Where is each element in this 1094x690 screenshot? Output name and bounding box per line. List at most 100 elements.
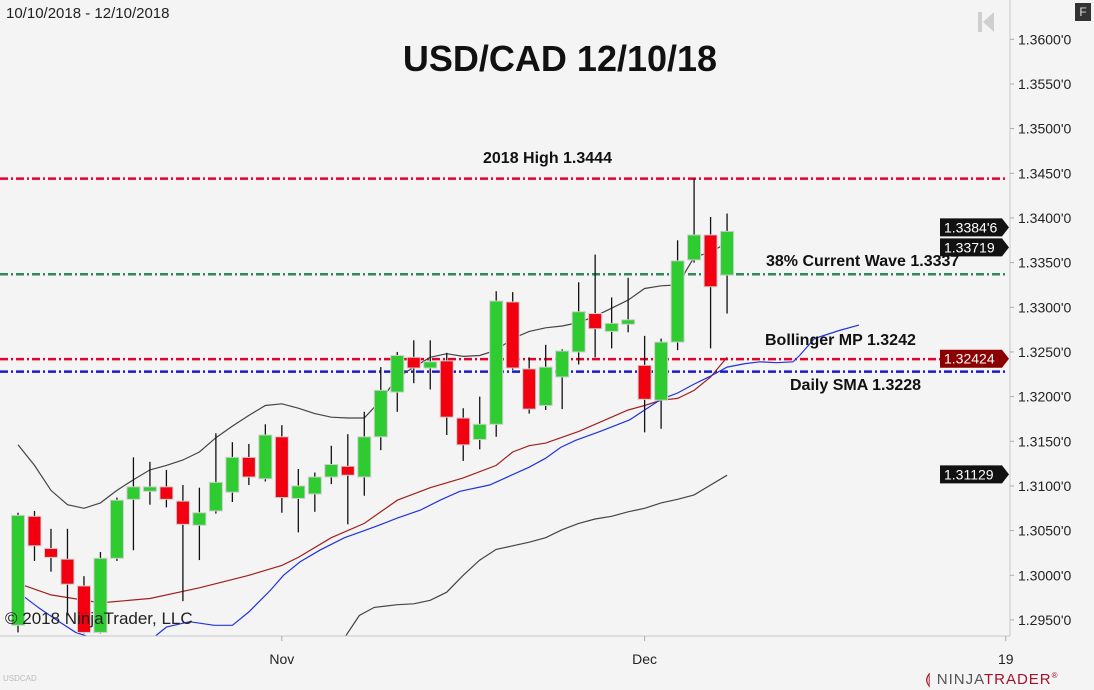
- candle: [687, 178, 702, 263]
- y-tick-label: 1.3600'0: [1018, 31, 1071, 47]
- middle-line: [17, 356, 728, 604]
- candle-body: [43, 547, 58, 558]
- candle-body: [423, 361, 438, 369]
- candle-body: [670, 260, 685, 343]
- candle-body: [76, 585, 91, 633]
- candle: [43, 528, 58, 572]
- candle: [27, 510, 42, 561]
- price-tag: 1.32424: [940, 349, 1009, 368]
- y-tick-label: 1.3550'0: [1018, 76, 1071, 92]
- price-tag-bg: [940, 465, 1009, 484]
- candle-body: [307, 476, 322, 495]
- candle-body: [324, 463, 339, 478]
- candle: [670, 240, 685, 351]
- candle: [654, 338, 669, 429]
- candle: [489, 291, 504, 437]
- candle-body: [192, 512, 207, 526]
- y-tick-label: 1.3250'0: [1018, 344, 1071, 360]
- candle-body: [142, 486, 157, 492]
- candle: [406, 340, 421, 384]
- candle-body: [291, 485, 306, 499]
- candle-body: [703, 234, 718, 288]
- candle-body: [60, 558, 75, 585]
- price-tag: 1.33719: [940, 238, 1009, 257]
- candle: [241, 443, 256, 486]
- y-tick-label: 1.3150'0: [1018, 433, 1071, 449]
- candle-body: [406, 356, 421, 369]
- y-tick-label: 1.3300'0: [1018, 299, 1071, 315]
- skip-to-start-icon[interactable]: [977, 10, 995, 34]
- x-tick-label: Dec: [632, 651, 657, 667]
- price-tag-bg: [940, 238, 1009, 257]
- candle-body: [225, 456, 240, 493]
- annotation-bollinger-mp: Bollinger MP 1.3242: [765, 332, 916, 349]
- candle-body: [604, 322, 619, 332]
- candle: [175, 485, 190, 602]
- candle: [60, 528, 75, 616]
- candle-body: [390, 355, 405, 393]
- candle: [637, 335, 652, 433]
- annotation-current-wave: 38% Current Wave 1.3337: [766, 253, 960, 270]
- date-range: 10/10/2018 - 12/10/2018: [6, 5, 170, 22]
- candle: [274, 425, 289, 513]
- y-tick-label: 1.3450'0: [1018, 165, 1071, 181]
- candle: [555, 349, 570, 410]
- candle-body: [538, 366, 553, 407]
- upper-line: [17, 242, 728, 509]
- candle-body: [258, 434, 273, 480]
- candle: [522, 357, 537, 414]
- candle: [208, 433, 223, 514]
- candle-body: [93, 557, 108, 633]
- candle: [423, 340, 438, 390]
- candle: [505, 292, 520, 370]
- annotation-2018-high: 2018 High 1.3444: [483, 150, 612, 167]
- candle-body: [637, 364, 652, 400]
- candle-body: [357, 436, 372, 478]
- chart-title: USD/CAD 12/10/18: [402, 38, 718, 79]
- candle-body: [175, 500, 190, 525]
- candle-body: [588, 313, 603, 330]
- candle: [340, 434, 355, 525]
- candle: [357, 411, 372, 496]
- y-tick-label: 1.3350'0: [1018, 255, 1071, 271]
- ninjatrader-logo: ⟬ NINJATRADER®: [925, 671, 1059, 688]
- y-tick-label: 1.3400'0: [1018, 210, 1071, 226]
- candle: [588, 254, 603, 358]
- symbol-label: USDCAD: [3, 674, 37, 683]
- candle: [225, 442, 240, 503]
- blue-line: [17, 324, 860, 636]
- candle-body: [456, 417, 471, 446]
- candle: [159, 469, 174, 508]
- candle: [604, 297, 619, 349]
- y-tick-label: 1.2950'0: [1018, 612, 1071, 628]
- candle: [456, 408, 471, 461]
- candle-body: [241, 456, 256, 478]
- price-tag: 1.31129: [940, 465, 1009, 484]
- f-button[interactable]: F: [1075, 3, 1091, 21]
- candle-body: [109, 499, 124, 559]
- candle-body: [571, 311, 586, 353]
- candle: [439, 352, 454, 436]
- candle: [126, 457, 141, 551]
- price-tag-label: 1.33719: [944, 239, 995, 255]
- candle-body: [489, 300, 504, 425]
- candle: [307, 472, 322, 512]
- candle: [538, 344, 553, 411]
- price-tag: 1.3384'6: [940, 218, 1009, 237]
- candle: [142, 461, 157, 505]
- candle-body: [505, 301, 520, 369]
- y-tick-label: 1.3500'0: [1018, 121, 1071, 137]
- candle: [11, 512, 25, 633]
- candle: [472, 396, 487, 450]
- candle: [291, 468, 306, 533]
- candle-body: [27, 515, 42, 547]
- candle-body: [159, 486, 174, 500]
- price-tag-bg: [940, 349, 1009, 368]
- candle: [621, 277, 636, 333]
- candle-body: [208, 481, 223, 512]
- plot-area: [0, 177, 1007, 636]
- candle: [76, 576, 91, 634]
- y-tick-label: 1.3050'0: [1018, 523, 1071, 539]
- candle: [192, 487, 207, 561]
